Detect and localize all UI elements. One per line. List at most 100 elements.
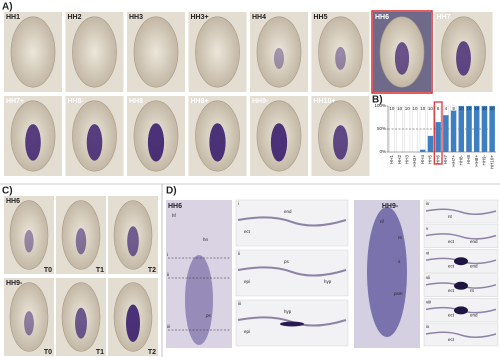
annotation: ect (448, 337, 455, 342)
panel-label: C) (2, 186, 13, 197)
annotation: iv (426, 201, 430, 206)
count-label: 10 (389, 106, 395, 111)
stage-label: HH3+ (191, 14, 209, 21)
stain (280, 321, 304, 327)
x-tick-label: HH2 (397, 155, 402, 164)
count-label: 4 (445, 106, 448, 111)
annotation: end (470, 239, 478, 244)
stage-label: HH9- (382, 203, 399, 210)
bar (466, 106, 472, 152)
annotation: nf (380, 219, 385, 224)
count-label: 10 (405, 106, 411, 111)
x-tick-label: HH9- (482, 155, 487, 166)
bar (458, 106, 464, 152)
embryo (133, 16, 179, 88)
x-tick-label: HH8+ (474, 155, 479, 167)
embryo (72, 16, 117, 88)
stain (24, 311, 34, 336)
stage-label: HH8- (68, 98, 85, 105)
stain (333, 125, 348, 160)
tissue (237, 266, 347, 277)
x-tick-label: HH10+ (489, 155, 494, 170)
y-tick-label: 100% (374, 103, 386, 108)
stage-label: HH7+ (6, 98, 24, 105)
count-label: 10 (397, 106, 403, 111)
stain (24, 230, 34, 253)
bar (420, 149, 426, 152)
panel-label: A) (2, 2, 13, 13)
x-tick-label: HH8 (466, 155, 471, 164)
stage-label: HH4 (252, 14, 266, 21)
level-label: iii (238, 301, 241, 306)
count-label: 10 (490, 106, 496, 111)
annotation: ps (284, 259, 290, 264)
count-label: 10 (474, 106, 480, 111)
stain (456, 41, 471, 76)
level-label: ii (238, 251, 240, 256)
annotation: ix (426, 324, 430, 329)
bar (474, 106, 480, 152)
x-tick-label: HH7+ (451, 155, 456, 167)
stage-label: HH3 (129, 14, 143, 21)
tissue (425, 208, 497, 215)
bar-frame (412, 105, 418, 153)
x-tick-label: HH5 (428, 155, 433, 164)
annotation: end (470, 263, 478, 268)
tissue (425, 233, 497, 240)
bar (481, 106, 488, 152)
bar (450, 110, 457, 152)
bar-frame (404, 105, 411, 153)
stain (75, 228, 87, 255)
bar-frame (389, 105, 395, 153)
count-label: 10 (428, 106, 434, 111)
stain (454, 306, 468, 315)
annotation: ps (206, 313, 212, 318)
time-label: T0 (44, 349, 52, 356)
annotation: end (284, 209, 292, 214)
x-tick-label: HH7 (443, 155, 448, 164)
stain (147, 123, 165, 162)
count-label: 10 (420, 106, 426, 111)
stage-label: HH5 (314, 14, 328, 21)
count-label: 10 (412, 106, 418, 111)
annotation: nt (470, 288, 475, 293)
annotation: nt (398, 235, 403, 240)
annotation: epi (244, 329, 250, 334)
stain (86, 124, 103, 161)
embryo (195, 16, 240, 88)
x-tick-label: HH3 (404, 155, 409, 164)
annotation: ect (448, 239, 455, 244)
annotation: vii (426, 275, 430, 280)
stain (25, 124, 41, 161)
stage-label: HH1 (6, 14, 20, 21)
stage-label: HH9- (6, 280, 23, 287)
stain (274, 47, 284, 69)
annotation: nt (448, 214, 453, 219)
tissue (425, 331, 497, 338)
stage-label: HH8+ (191, 98, 209, 105)
annotation: hyp (324, 279, 332, 284)
time-label: T1 (96, 349, 104, 356)
bar (489, 106, 495, 152)
annotation: ect (448, 288, 455, 293)
stain (127, 226, 139, 257)
stain (367, 207, 407, 337)
annotation: hf (172, 213, 177, 218)
annotation: epi (244, 279, 250, 284)
stain (185, 255, 213, 345)
embryo (256, 16, 302, 88)
level-label: ii (167, 272, 169, 277)
highlight-box (433, 101, 443, 165)
time-label: T1 (96, 267, 104, 274)
stage-label: HH2 (68, 14, 82, 21)
stain (75, 307, 87, 339)
annotation: ect (448, 313, 455, 318)
stain (126, 304, 140, 342)
level-label: i (167, 252, 168, 257)
stage-label: HH7 (437, 14, 451, 21)
annotation: ect (244, 229, 251, 234)
bar (435, 122, 441, 152)
annotation: s (398, 259, 401, 264)
count-label: 10 (466, 106, 472, 111)
